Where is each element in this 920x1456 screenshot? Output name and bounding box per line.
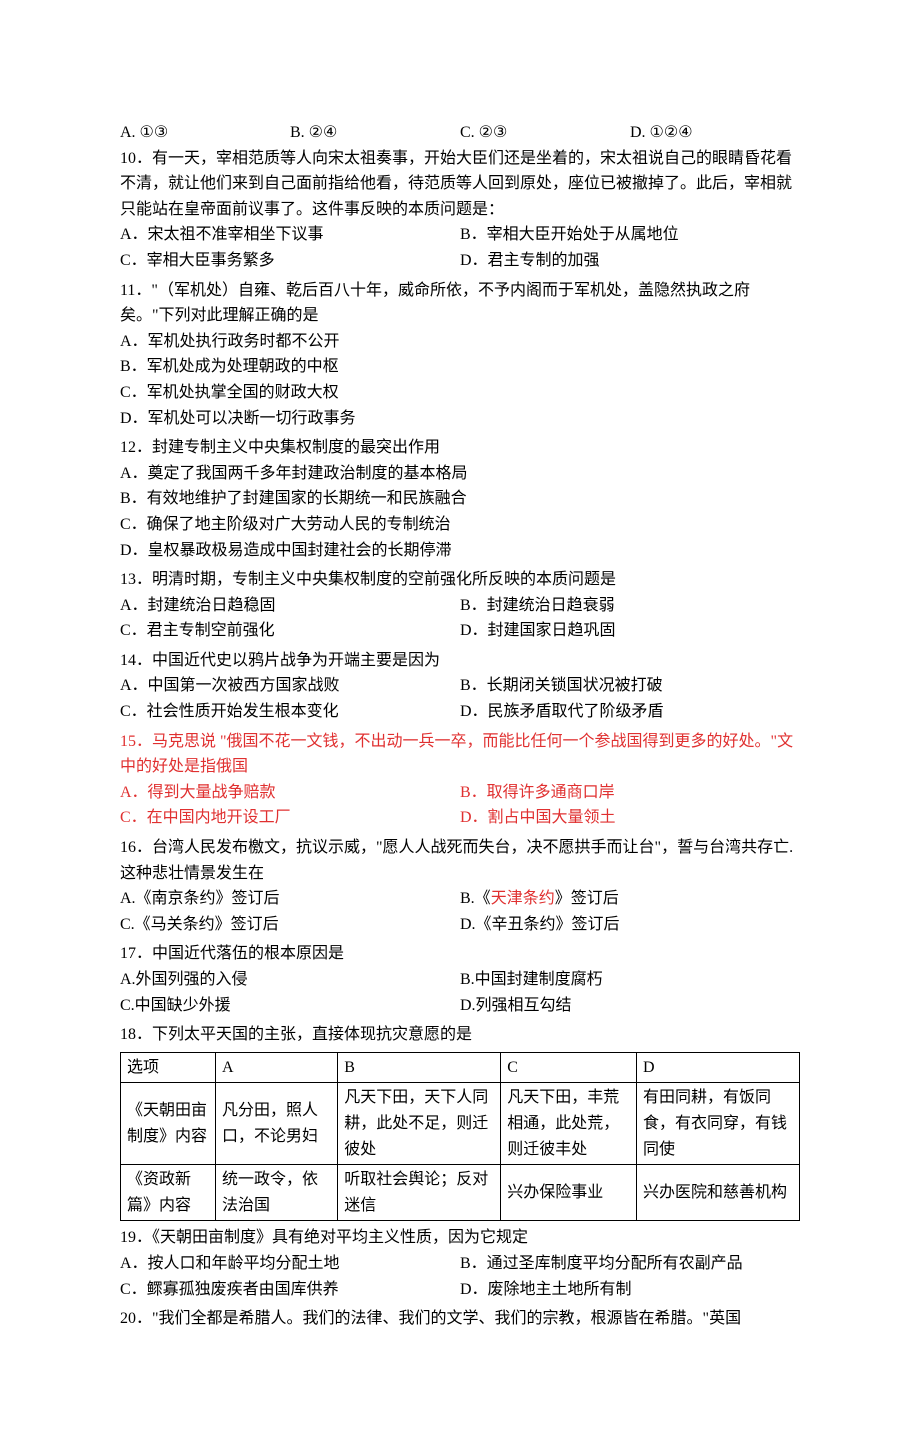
option-d: D. ①②④	[630, 120, 800, 146]
question-10: 10．有一天，宰相范质等人向宋太祖奏事，开始大臣们还是坐着的，宋太祖说自己的眼睛…	[120, 146, 800, 274]
option-d: D．军机处可以决断一切行政事务	[120, 406, 800, 432]
option-a: A．中国第一次被西方国家战败	[120, 673, 460, 699]
option-b: B.中国封建制度腐朽	[460, 967, 800, 993]
option-d: D．民族矛盾取代了阶级矛盾	[460, 699, 800, 725]
table-cell: 凡分田，照人口，不论男妇	[216, 1083, 338, 1165]
option-c: C．君主专制空前强化	[120, 618, 460, 644]
question-14: 14．中国近代史以鸦片战争为开端主要是因为 A．中国第一次被西方国家战败 B．长…	[120, 648, 800, 725]
question-12: 12．封建专制主义中央集权制度的最突出作用 A．奠定了我国两千多年封建政治制度的…	[120, 435, 800, 563]
table-header: 选项	[121, 1052, 216, 1083]
table-header: B	[338, 1052, 501, 1083]
question-13: 13．明清时期，专制主义中央集权制度的空前强化所反映的本质问题是 A．封建统治日…	[120, 567, 800, 644]
option-b: B．长期闭关锁国状况被打破	[460, 673, 800, 699]
option-b-highlight: 天津条约	[491, 890, 555, 907]
table-cell: 听取社会舆论；反对迷信	[338, 1165, 501, 1221]
option-c: C．宰相大臣事务繁多	[120, 248, 460, 274]
table-header: A	[216, 1052, 338, 1083]
table-cell: 兴办保险事业	[501, 1165, 637, 1221]
option-d: D．封建国家日趋巩固	[460, 618, 800, 644]
question-20: 20．"我们全都是希腊人。我们的法律、我们的文学、我们的宗教，根源皆在希腊。"英…	[120, 1306, 800, 1332]
question-text: 10．有一天，宰相范质等人向宋太祖奏事，开始大臣们还是坐着的，宋太祖说自己的眼睛…	[120, 146, 800, 223]
table-cell: 有田同耕，有饭同食，有衣同穿，有钱同使	[637, 1083, 800, 1165]
option-a: A．得到大量战争赔款	[120, 780, 460, 806]
option-a: A. ①③	[120, 120, 290, 146]
question-text: 15．马克思说 "俄国不花一文钱，不出动一兵一卒，而能比任何一个参战国得到更多的…	[120, 729, 800, 780]
option-a: A.《南京条约》签订后	[120, 886, 460, 912]
option-d: D.《辛丑条约》签订后	[460, 912, 800, 938]
table-row: 《天朝田亩制度》内容 凡分田，照人口，不论男妇 凡天下田，天下人同耕，此处不足，…	[121, 1083, 800, 1165]
question-text: 13．明清时期，专制主义中央集权制度的空前强化所反映的本质问题是	[120, 567, 800, 593]
option-b: B．有效地维护了封建国家的长期统一和民族融合	[120, 486, 800, 512]
option-d: D．君主专制的加强	[460, 248, 800, 274]
question-text: 12．封建专制主义中央集权制度的最突出作用	[120, 435, 800, 461]
question-text: 19．《天朝田亩制度》具有绝对平均主义性质，因为它规定	[120, 1225, 800, 1251]
option-d: D．割占中国大量领土	[460, 805, 800, 831]
question-text: 14．中国近代史以鸦片战争为开端主要是因为	[120, 648, 800, 674]
option-c: C.《马关条约》签订后	[120, 912, 460, 938]
table-cell: 《天朝田亩制度》内容	[121, 1083, 216, 1165]
question-text: 18．下列太平天国的主张，直接体现抗灾意愿的是	[120, 1022, 800, 1048]
question-15: 15．马克思说 "俄国不花一文钱，不出动一兵一卒，而能比任何一个参战国得到更多的…	[120, 729, 800, 831]
question-18: 18．下列太平天国的主张，直接体现抗灾意愿的是 选项 A B C D 《天朝田亩…	[120, 1022, 800, 1221]
option-c: C．确保了地主阶级对广大劳动人民的专制统治	[120, 512, 800, 538]
option-b: B.《天津条约》签订后	[460, 886, 800, 912]
question-text: 17．中国近代落伍的根本原因是	[120, 941, 800, 967]
option-a: A．奠定了我国两千多年封建政治制度的基本格局	[120, 461, 800, 487]
option-b: B．军机处成为处理朝政的中枢	[120, 354, 800, 380]
option-a: A．军机处执行政务时都不公开	[120, 329, 800, 355]
option-c: C．军机处执掌全国的财政大权	[120, 380, 800, 406]
option-d: D．皇权暴政极易造成中国封建社会的长期停滞	[120, 538, 800, 564]
table-header: D	[637, 1052, 800, 1083]
prev-question-options: A. ①③ B. ②④ C. ②③ D. ①②④	[120, 120, 800, 146]
option-c: C. ②③	[460, 120, 630, 146]
table-cell: 凡天下田，丰荒相通，此处荒，则迁彼丰处	[501, 1083, 637, 1165]
table-header-row: 选项 A B C D	[121, 1052, 800, 1083]
option-c: C．在中国内地开设工厂	[120, 805, 460, 831]
option-b: B. ②④	[290, 120, 460, 146]
table-cell: 凡天下田，天下人同耕，此处不足，则迁彼处	[338, 1083, 501, 1165]
table-cell: 统一政令，依法治国	[216, 1165, 338, 1221]
table-header: C	[501, 1052, 637, 1083]
option-a: A．宋太祖不准宰相坐下议事	[120, 222, 460, 248]
question-18-table: 选项 A B C D 《天朝田亩制度》内容 凡分田，照人口，不论男妇 凡天下田，…	[120, 1052, 800, 1222]
question-text: 16．台湾人民发布檄文，抗议示威，"愿人人战死而失台，决不愿拱手而让台"，誓与台…	[120, 835, 800, 886]
option-d: D.列强相互勾结	[460, 993, 800, 1019]
option-a: A.外国列强的入侵	[120, 967, 460, 993]
question-text: 11．"（军机处）自雍、乾后百八十年，威命所依，不予内阁而于军机处，盖隐然执政之…	[120, 278, 800, 329]
option-c: C．社会性质开始发生根本变化	[120, 699, 460, 725]
option-b: B．宰相大臣开始处于从属地位	[460, 222, 800, 248]
question-11: 11．"（军机处）自雍、乾后百八十年，威命所依，不予内阁而于军机处，盖隐然执政之…	[120, 278, 800, 432]
option-b: B．取得许多通商口岸	[460, 780, 800, 806]
question-17: 17．中国近代落伍的根本原因是 A.外国列强的入侵 B.中国封建制度腐朽 C.中…	[120, 941, 800, 1018]
option-b: B．通过圣库制度平均分配所有农副产品	[460, 1251, 800, 1277]
question-19: 19．《天朝田亩制度》具有绝对平均主义性质，因为它规定 A．按人口和年龄平均分配…	[120, 1225, 800, 1302]
table-cell: 《资政新篇》内容	[121, 1165, 216, 1221]
option-d: D．废除地主土地所有制	[460, 1277, 800, 1303]
question-16: 16．台湾人民发布檄文，抗议示威，"愿人人战死而失台，决不愿拱手而让台"，誓与台…	[120, 835, 800, 937]
table-cell: 兴办医院和慈善机构	[637, 1165, 800, 1221]
option-b-pre: B.《	[460, 890, 491, 907]
question-text: 20．"我们全都是希腊人。我们的法律、我们的文学、我们的宗教，根源皆在希腊。"英…	[120, 1306, 800, 1332]
option-a: A．封建统治日趋稳固	[120, 593, 460, 619]
option-c: C．鳏寡孤独废疾者由国库供养	[120, 1277, 460, 1303]
option-a: A．按人口和年龄平均分配土地	[120, 1251, 460, 1277]
option-b: B．封建统治日趋衰弱	[460, 593, 800, 619]
option-c: C.中国缺少外援	[120, 993, 460, 1019]
option-b-post: 》签订后	[555, 890, 619, 907]
table-row: 《资政新篇》内容 统一政令，依法治国 听取社会舆论；反对迷信 兴办保险事业 兴办…	[121, 1165, 800, 1221]
